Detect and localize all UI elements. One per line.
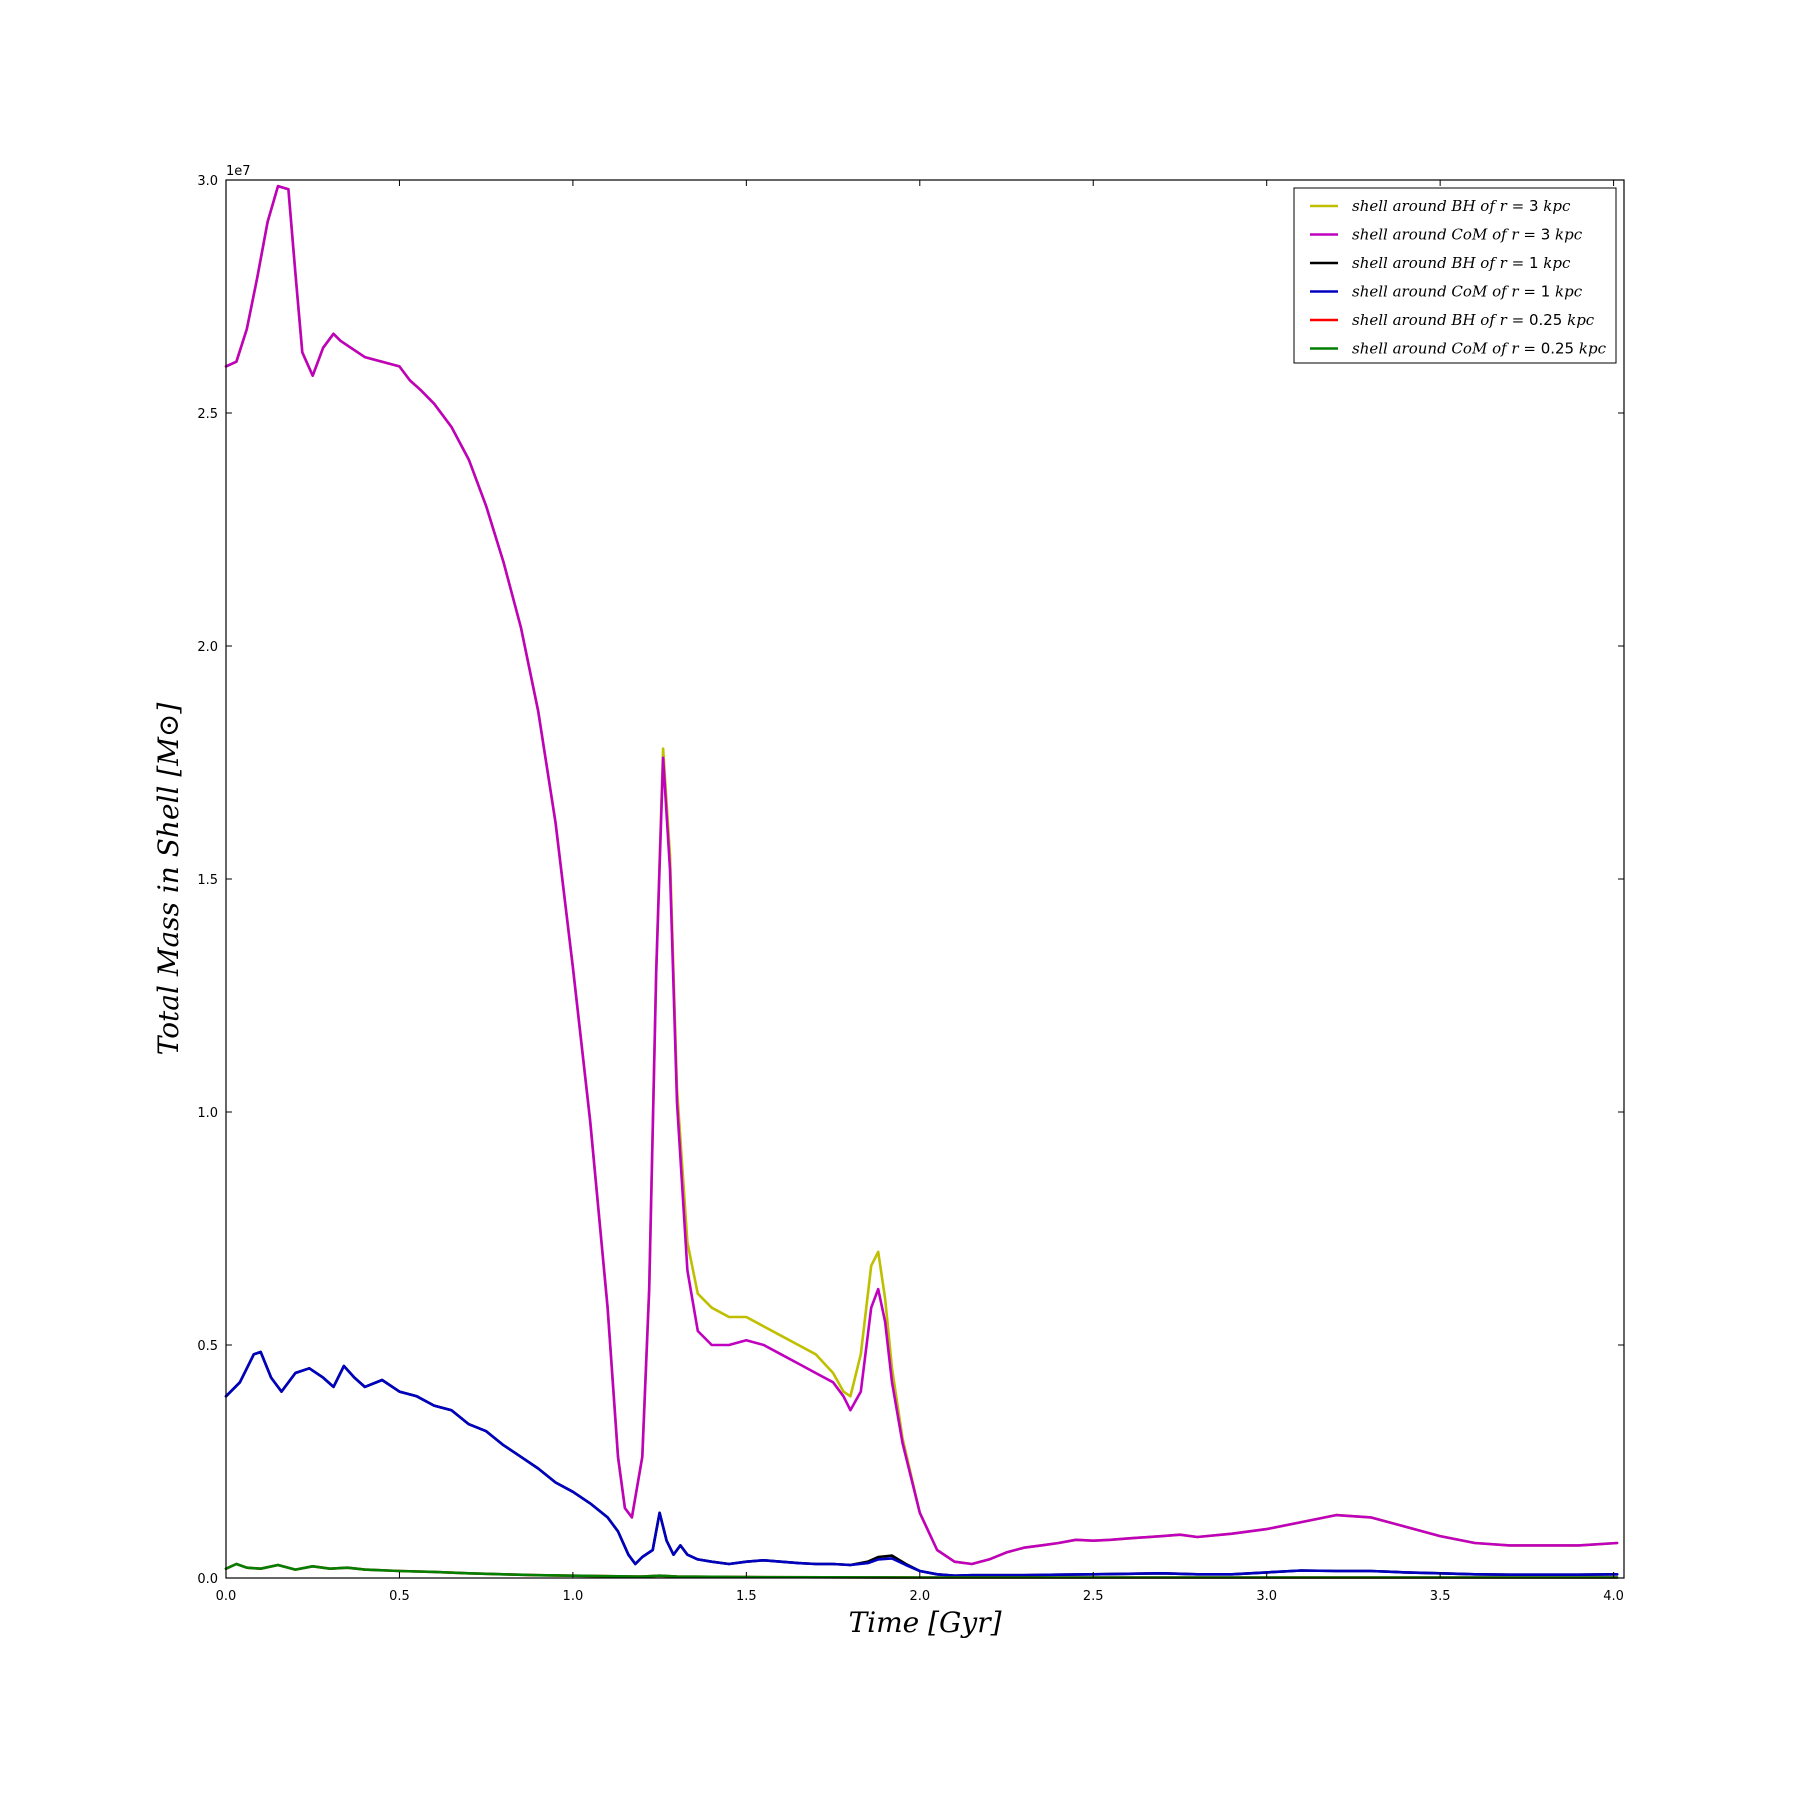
series-line-3 (224, 1350, 1619, 1577)
series-line-4 (224, 1350, 1619, 1577)
y-tick-label: 1.0 (197, 1106, 218, 1121)
legend-entry: shell around BH of r = 1 kpc (1352, 254, 1571, 272)
plot-frame (225, 179, 1625, 1579)
legend-entry: shell around CoM of r = 1 kpc (1352, 283, 1583, 301)
y-tick-label: 0.5 (197, 1339, 218, 1354)
series-line-1 (224, 184, 1619, 1566)
legend-items: shell around BH of r = 3 kpc shell around… (1310, 197, 1607, 358)
y-tick-label: 3.0 (197, 174, 218, 189)
x-tick-label: 1.0 (563, 1589, 584, 1604)
y-scale-label: 1e7 (226, 164, 251, 179)
y-tick-label: 0.0 (197, 1572, 218, 1587)
ticks-layer: 0.0 0.5 1.0 1.5 2.0 2.5 3.0 3.5 4.0 0.0 0.5 1.0 1.5 2… (197, 174, 1624, 1604)
x-axis-label: Time [Gyr] (848, 1606, 1001, 1639)
x-tick-label: 2.0 (909, 1589, 930, 1604)
y-axis-label: Total Mass in Shell [M⊙] (152, 703, 185, 1056)
y-tick-label: 2.0 (197, 640, 218, 655)
legend-box (1293, 187, 1617, 364)
x-tick-label: 3.0 (1256, 1589, 1277, 1604)
series-layer (224, 184, 1619, 1579)
x-tick-label: 3.5 (1430, 1589, 1451, 1604)
x-tick-label: 0.0 (216, 1589, 237, 1604)
series-line-2 (224, 184, 1619, 1566)
legend-entry: shell around CoM of r = 3 kpc (1352, 226, 1583, 244)
x-tick-label: 2.5 (1083, 1589, 1104, 1604)
legend: shell around BH of r = 3 kpc shell around… (1293, 187, 1617, 364)
legend-entry: shell around CoM of r = 0.25 kpc (1352, 340, 1607, 358)
x-tick-label: 1.5 (736, 1589, 757, 1604)
legend-entry: shell around BH of r = 3 kpc (1352, 197, 1571, 215)
legend-entry: shell around BH of r = 0.25 kpc (1352, 311, 1595, 329)
y-tick-label: 2.5 (197, 407, 218, 422)
x-tick-label: 0.5 (389, 1589, 410, 1604)
x-tick-label: 4.0 (1603, 1589, 1624, 1604)
y-tick-label: 1.5 (197, 873, 218, 888)
